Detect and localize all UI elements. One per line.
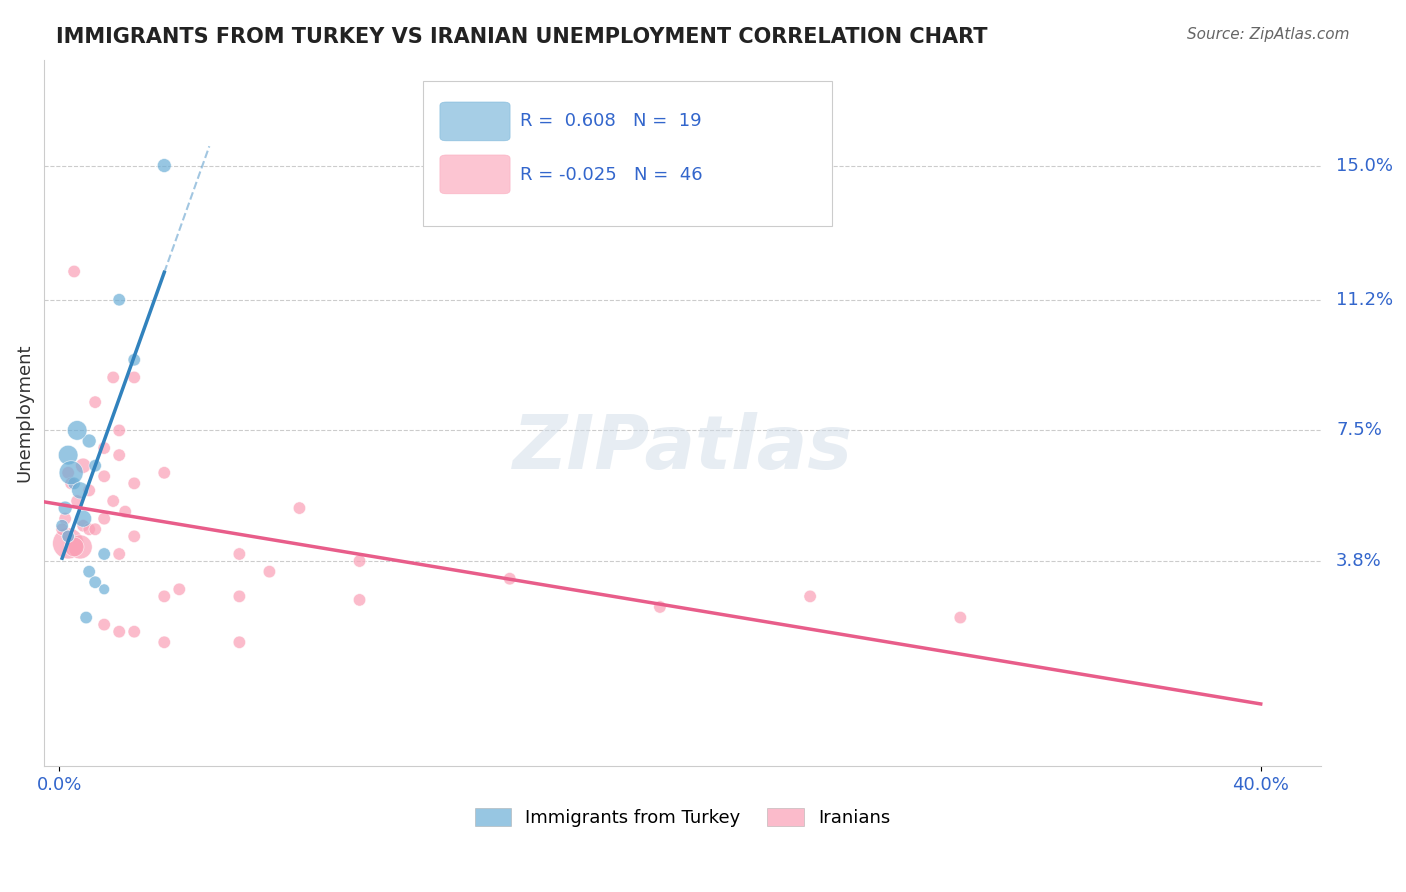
Point [93, 617, 115, 632]
Point [349, 593, 371, 607]
Point [56, 466, 79, 480]
FancyBboxPatch shape [440, 102, 510, 141]
Point [56, 529, 79, 543]
Point [288, 501, 311, 516]
Text: 11.2%: 11.2% [1336, 291, 1393, 309]
Point [72, 511, 94, 525]
Point [77, 522, 100, 536]
Text: R = -0.025   N =  46: R = -0.025 N = 46 [520, 166, 703, 184]
Text: Source: ZipAtlas.com: Source: ZipAtlas.com [1187, 27, 1350, 42]
Point [169, 582, 191, 597]
Point [60, 466, 83, 480]
Point [69, 540, 91, 554]
Point [949, 610, 972, 624]
Text: R =  0.608   N =  19: R = 0.608 N = 19 [520, 112, 702, 130]
Point [153, 466, 176, 480]
Point [93, 441, 115, 455]
Point [75, 610, 97, 624]
Point [499, 572, 522, 586]
Point [84, 458, 107, 473]
Point [799, 590, 821, 604]
Point [122, 370, 145, 384]
Y-axis label: Unemployment: Unemployment [15, 343, 32, 482]
Point [66, 424, 89, 438]
Point [93, 547, 115, 561]
Point [53, 511, 76, 525]
Point [108, 624, 131, 639]
Point [122, 529, 145, 543]
Point [103, 494, 125, 508]
Point [84, 522, 107, 536]
Point [72, 458, 94, 473]
Point [108, 448, 131, 462]
Point [648, 599, 671, 614]
Point [122, 352, 145, 367]
Point [72, 518, 94, 533]
Point [122, 476, 145, 491]
Point [114, 505, 136, 519]
Point [63, 264, 86, 278]
Point [122, 624, 145, 639]
Point [228, 590, 250, 604]
Point [69, 483, 91, 498]
Point [51, 518, 73, 533]
Point [228, 635, 250, 649]
FancyBboxPatch shape [423, 81, 832, 226]
Text: ZIPatlas: ZIPatlas [512, 411, 852, 484]
Point [66, 494, 89, 508]
Point [51, 522, 73, 536]
Text: 3.8%: 3.8% [1336, 552, 1382, 570]
Point [77, 565, 100, 579]
Text: 15.0%: 15.0% [1336, 156, 1393, 175]
Point [108, 293, 131, 307]
FancyBboxPatch shape [440, 155, 510, 194]
Point [63, 540, 86, 554]
Point [93, 469, 115, 483]
Point [84, 575, 107, 590]
Point [349, 554, 371, 568]
Point [53, 501, 76, 516]
Point [63, 476, 86, 491]
Point [84, 395, 107, 409]
Legend: Immigrants from Turkey, Iranians: Immigrants from Turkey, Iranians [467, 801, 897, 835]
Point [93, 511, 115, 525]
Point [153, 635, 176, 649]
Point [77, 434, 100, 448]
Point [77, 483, 100, 498]
Point [60, 476, 83, 491]
Point [108, 424, 131, 438]
Text: IMMIGRANTS FROM TURKEY VS IRANIAN UNEMPLOYMENT CORRELATION CHART: IMMIGRANTS FROM TURKEY VS IRANIAN UNEMPL… [56, 27, 988, 46]
Point [108, 547, 131, 561]
Point [56, 536, 79, 550]
Point [153, 159, 176, 173]
Point [103, 370, 125, 384]
Point [56, 529, 79, 543]
Point [56, 448, 79, 462]
Point [93, 582, 115, 597]
Point [228, 547, 250, 561]
Point [153, 590, 176, 604]
Text: 7.5%: 7.5% [1336, 421, 1382, 440]
Point [259, 565, 281, 579]
